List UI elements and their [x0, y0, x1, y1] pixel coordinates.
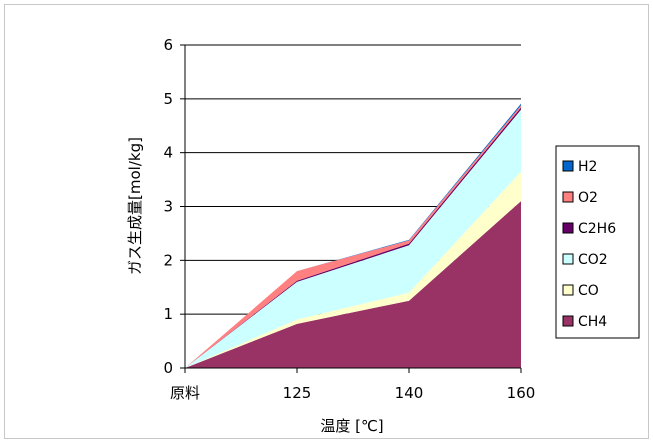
x-tick-label: 140 [395, 384, 424, 402]
legend-label-o2: O2 [578, 190, 598, 206]
legend-label-co: CO [578, 283, 599, 299]
x-tick-labels: 原料 125 140 160 [170, 368, 535, 402]
legend-swatch-h2 [562, 160, 574, 172]
x-tick-label: 160 [507, 384, 536, 402]
y-tick-label: 2 [163, 251, 173, 269]
area-o2 [185, 105, 521, 368]
y-tick-label: 1 [163, 305, 173, 323]
area-c2h6 [185, 107, 521, 369]
legend-label-co2: CO2 [578, 252, 608, 268]
legend-label-c2h6: C2H6 [578, 221, 616, 237]
legend-label-h2: H2 [578, 159, 597, 175]
x-axis-label: 温度 [℃] [320, 417, 383, 435]
x-tick-label: 原料 [170, 384, 200, 402]
area-series [185, 103, 521, 369]
legend: H2 O2 C2H6 CO2 CO CH4 [555, 145, 640, 339]
y-tick-label: 3 [163, 198, 173, 216]
legend-label-ch4: CH4 [578, 314, 607, 330]
y-tick-label: 5 [163, 90, 173, 108]
legend-swatch-ch4 [562, 315, 574, 327]
y-tick-label: 0 [163, 359, 173, 377]
legend-swatch-co [562, 284, 574, 296]
area-ch4 [185, 201, 521, 368]
y-tick-label: 4 [163, 144, 173, 162]
legend-swatch-c2h6 [562, 222, 574, 234]
y-tick-labels: 0 1 2 3 4 5 6 [163, 36, 185, 377]
legend-swatch-o2 [562, 191, 574, 203]
area-co2 [185, 109, 521, 368]
legend-box [555, 145, 640, 339]
legend-swatch-co2 [562, 253, 574, 265]
y-axis-label: ガス生成量[mol/kg] [126, 137, 144, 275]
y-tick-label: 6 [163, 36, 173, 54]
x-tick-label: 125 [283, 384, 312, 402]
